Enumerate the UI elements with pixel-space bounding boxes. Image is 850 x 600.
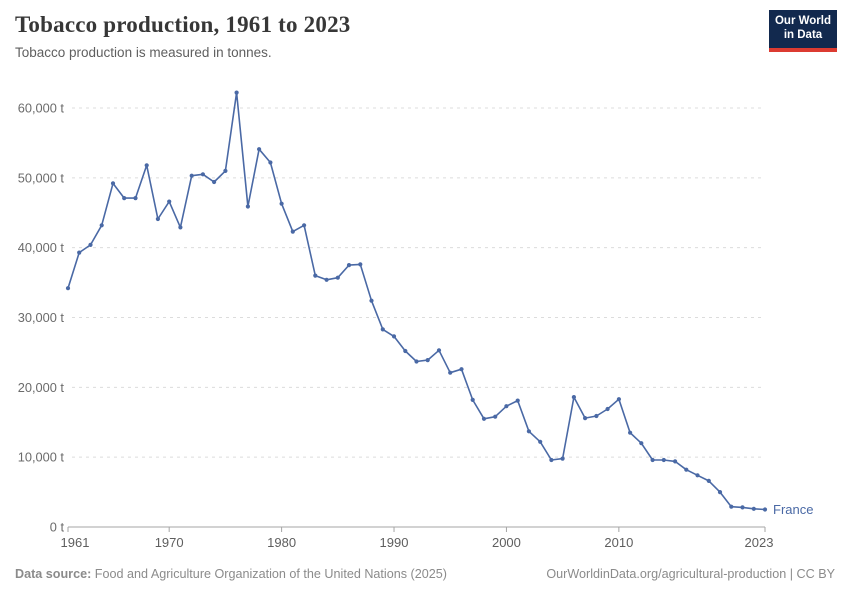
data-point: [257, 147, 262, 152]
data-point: [223, 168, 228, 173]
data-point: [346, 263, 352, 268]
chart-subtitle: Tobacco production is measured in tonnes…: [15, 45, 272, 60]
data-point: [133, 196, 138, 201]
data-point: [403, 348, 408, 354]
data-point: [515, 398, 520, 403]
y-axis-label: 0 t: [50, 520, 65, 535]
data-point: [470, 397, 475, 402]
data-point: [313, 273, 318, 278]
data-point: [695, 473, 700, 478]
y-axis-label: 60,000 t: [18, 101, 65, 116]
data-point: [414, 359, 419, 364]
data-point: [493, 414, 498, 419]
data-point: [481, 416, 487, 421]
series-end-label: France: [773, 502, 813, 517]
data-point: [88, 242, 93, 247]
x-axis-label: 1970: [155, 535, 184, 550]
data-point: [448, 370, 453, 375]
data-point: [302, 223, 307, 228]
owid-logo-text: Our World in Data: [769, 10, 837, 48]
chart-header: Tobacco production, 1961 to 2023 Tobacco…: [15, 12, 755, 60]
data-point: [661, 457, 666, 463]
data-point: [380, 327, 385, 332]
data-point: [616, 397, 622, 402]
data-point: [729, 504, 734, 509]
data-point: [155, 216, 160, 222]
data-point: [110, 181, 116, 186]
data-point: [751, 506, 756, 511]
data-point: [628, 430, 633, 435]
data-point: [200, 172, 205, 177]
data-source-label: Data source:: [15, 567, 92, 581]
x-axis-label: 2010: [604, 535, 633, 550]
data-point: [740, 505, 745, 510]
data-point: [369, 298, 374, 303]
data-point: [684, 467, 689, 472]
data-point: [571, 395, 577, 400]
data-source-note: Data source: Food and Agriculture Organi…: [15, 567, 447, 581]
data-point: [762, 507, 768, 512]
data-point: [212, 179, 217, 185]
data-point: [425, 358, 430, 363]
data-point: [189, 173, 194, 178]
data-point: [594, 413, 599, 419]
data-point: [538, 439, 543, 444]
data-point: [144, 163, 149, 168]
data-point: [650, 457, 655, 463]
data-point: [605, 406, 610, 412]
data-point: [234, 90, 239, 95]
chart-footer: Data source: Food and Agriculture Organi…: [15, 567, 835, 581]
owid-logo-line2: in Data: [783, 29, 823, 41]
data-point: [673, 459, 678, 464]
x-axis-label: 2023: [745, 535, 774, 550]
data-point: [560, 456, 565, 461]
data-point: [122, 196, 127, 201]
license-note: OurWorldinData.org/agricultural-producti…: [546, 567, 835, 581]
x-axis-label: 1990: [380, 535, 409, 550]
page-title: Tobacco production, 1961 to 2023: [15, 12, 351, 37]
data-point: [335, 275, 340, 280]
data-point: [290, 229, 295, 234]
data-point: [639, 441, 644, 446]
data-point: [167, 199, 172, 204]
owid-logo-line1: Our World: [774, 15, 831, 28]
line-chart-canvas: 0 t 10,000 t 20,000 t 30,000 t 40,000 t 50,00…: [18, 90, 813, 550]
owid-logo-red-bar: [769, 48, 837, 52]
data-point: [279, 201, 284, 206]
y-axis-label: 40,000 t: [18, 240, 65, 255]
data-point: [583, 416, 588, 421]
y-axis-label: 20,000 t: [18, 380, 65, 395]
data-point: [459, 367, 464, 372]
y-axis-label: 50,000 t: [18, 170, 65, 185]
x-axis-label: 1961: [61, 535, 90, 550]
data-point: [504, 404, 509, 409]
y-axis-label: 30,000 t: [18, 310, 65, 325]
x-axis-label: 1980: [267, 535, 296, 550]
data-point: [549, 457, 554, 463]
data-point: [358, 262, 363, 267]
x-axis-label: 2000: [492, 535, 521, 550]
data-point: [706, 478, 711, 483]
data-point: [436, 348, 442, 353]
data-point: [324, 277, 329, 282]
data-line: [67, 91, 766, 511]
data-point: [77, 250, 82, 255]
owid-logo: Our World in Data: [769, 10, 837, 52]
data-point: [99, 223, 104, 228]
data-point: [245, 204, 250, 209]
data-point: [526, 429, 532, 434]
y-axis-label: 10,000 t: [18, 450, 65, 465]
data-point: [65, 286, 71, 291]
data-source-text: Food and Agriculture Organization of the…: [91, 567, 447, 581]
data-point: [391, 334, 397, 339]
data-point: [268, 160, 273, 165]
data-point: [178, 225, 183, 230]
data-point: [717, 490, 723, 495]
